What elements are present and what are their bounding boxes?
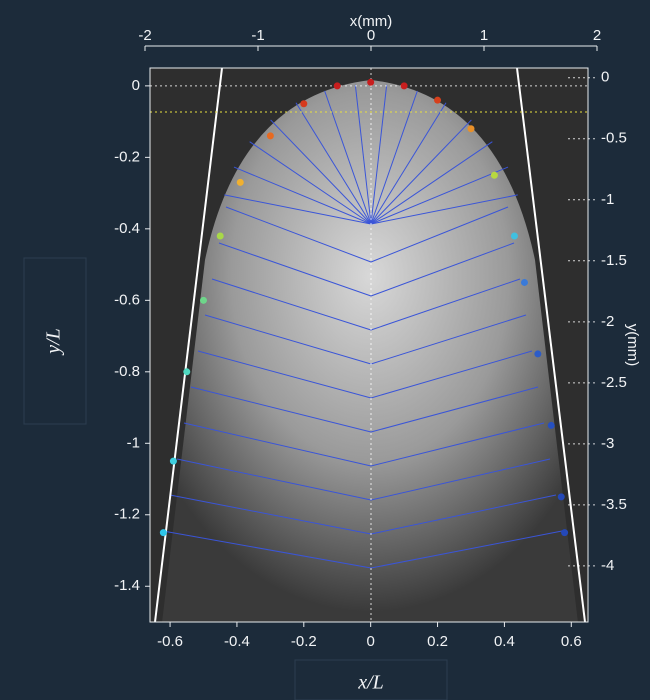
boundary-point [217, 232, 224, 239]
x2-tick-label: 2 [593, 27, 601, 44]
y2-tick-label: 0 [601, 69, 609, 86]
boundary-point [511, 232, 518, 239]
boundary-point [300, 100, 307, 107]
boundary-point [334, 82, 341, 89]
x2-tick-label: -1 [251, 27, 264, 44]
y-tick-label: -1.4 [114, 577, 140, 594]
y-tick-label: -0.8 [114, 363, 140, 380]
x2-tick-label: 0 [367, 27, 375, 44]
y-axis-title: y/L [43, 328, 65, 356]
boundary-point [183, 368, 190, 375]
y2-axis-title: y(mm) [624, 324, 641, 366]
y2-tick-label: -1 [601, 191, 614, 208]
boundary-point [434, 97, 441, 104]
boundary-point [267, 132, 274, 139]
y2-tick-label: -3 [601, 435, 614, 452]
x-axis-title: x/L [357, 672, 384, 694]
x-tick-label: 0.2 [427, 633, 448, 650]
y-tick-label: -1.2 [114, 506, 140, 523]
y2-tick-label: -3.5 [601, 496, 627, 513]
y-tick-label: -0.4 [114, 220, 140, 237]
x-tick-label: -0.4 [224, 633, 250, 650]
boundary-point [467, 125, 474, 132]
page: {"chart_data": {"type": "scatter", "titl… [0, 0, 650, 700]
y-tick-label: 0 [132, 77, 140, 94]
x-tick-label: -0.2 [291, 633, 317, 650]
boundary-point [367, 79, 374, 86]
y2-tick-label: -2.5 [601, 374, 627, 391]
y-tick-label: -0.6 [114, 291, 140, 308]
boundary-point [200, 297, 207, 304]
boundary-point [160, 529, 167, 536]
boundary-point [534, 350, 541, 357]
boundary-point [401, 82, 408, 89]
y-tick-label: -1 [127, 434, 140, 451]
boundary-point [491, 172, 498, 179]
x2-tick-label: 1 [480, 27, 488, 44]
y2-tick-label: -0.5 [601, 130, 627, 147]
boundary-point [561, 529, 568, 536]
y2-tick-label: -1.5 [601, 252, 627, 269]
y2-tick-label: -2 [601, 313, 614, 330]
x-tick-label: 0.6 [561, 633, 582, 650]
boundary-point [237, 179, 244, 186]
x-tick-label: 0.4 [494, 633, 515, 650]
boundary-point [558, 493, 565, 500]
x2-tick-label: -2 [138, 27, 151, 44]
boundary-point [548, 422, 555, 429]
x-tick-label: -0.6 [157, 633, 183, 650]
boundary-point [521, 279, 528, 286]
boundary-point [170, 458, 177, 465]
y-tick-label: -0.2 [114, 148, 140, 165]
x-tick-label: 0 [366, 633, 374, 650]
chart: x(mm) x/L y/L y(mm) -0.6-0.4-0.200.20.40… [0, 0, 650, 700]
y2-tick-label: -4 [601, 557, 614, 574]
